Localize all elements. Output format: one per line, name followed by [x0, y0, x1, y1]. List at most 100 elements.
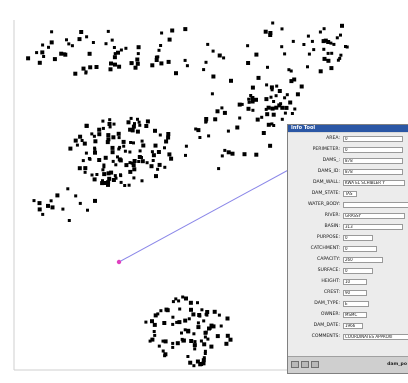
dam-point[interactable] — [191, 312, 196, 317]
field-value[interactable]: GRASSY — [343, 212, 405, 219]
first-record-button[interactable] — [291, 361, 299, 368]
dam-point[interactable] — [242, 152, 247, 157]
dam-point[interactable] — [130, 128, 135, 133]
dam-point[interactable] — [153, 128, 157, 133]
dam-point[interactable] — [153, 313, 158, 318]
dam-point[interactable] — [110, 145, 115, 150]
field-value[interactable]: MSMC — [343, 311, 367, 318]
dam-point[interactable] — [93, 139, 98, 144]
dam-point[interactable] — [229, 78, 233, 83]
dam-point[interactable] — [283, 96, 287, 100]
dam-point[interactable] — [35, 51, 39, 55]
dam-point[interactable] — [59, 51, 64, 56]
dam-point[interactable] — [105, 140, 110, 145]
dam-point[interactable] — [323, 38, 328, 43]
dam-point[interactable] — [215, 334, 220, 339]
dam-point[interactable] — [112, 55, 117, 60]
dam-point[interactable] — [192, 364, 196, 368]
dam-point[interactable] — [177, 320, 182, 325]
dam-point[interactable] — [81, 159, 85, 163]
dam-point[interactable] — [336, 58, 340, 62]
dam-point[interactable] — [283, 52, 287, 56]
dam-point[interactable] — [207, 326, 211, 331]
dam-point[interactable] — [249, 94, 253, 97]
dam-point[interactable] — [220, 106, 224, 110]
dam-point[interactable] — [204, 312, 208, 316]
dam-point[interactable] — [102, 163, 106, 167]
dam-point[interactable] — [295, 92, 300, 97]
dam-point[interactable] — [78, 134, 83, 139]
dam-point[interactable] — [193, 347, 197, 351]
dam-point[interactable] — [135, 61, 140, 66]
dam-point[interactable] — [49, 199, 53, 203]
dam-point[interactable] — [144, 320, 148, 324]
dam-point[interactable] — [213, 117, 218, 122]
dam-point[interactable] — [108, 118, 112, 122]
dam-point[interactable] — [67, 42, 71, 46]
dam-point[interactable] — [163, 165, 167, 169]
dam-point[interactable] — [138, 149, 142, 153]
dam-point[interactable] — [171, 315, 175, 319]
info-tool-titlebar[interactable]: Info Tool — [288, 125, 408, 132]
dam-point[interactable] — [133, 65, 138, 70]
dam-point[interactable] — [272, 124, 276, 127]
dam-point[interactable] — [137, 160, 141, 163]
dam-point[interactable] — [90, 173, 94, 177]
dam-point[interactable] — [110, 38, 114, 42]
dam-point[interactable] — [275, 84, 279, 88]
dam-point[interactable] — [246, 44, 250, 48]
dam-point[interactable] — [140, 179, 144, 183]
dam-point[interactable] — [292, 77, 297, 82]
dam-point[interactable] — [70, 44, 74, 48]
dam-point[interactable] — [263, 29, 268, 34]
dam-point[interactable] — [150, 337, 155, 342]
dam-point[interactable] — [144, 124, 149, 128]
dam-point[interactable] — [137, 155, 142, 159]
dam-point[interactable] — [171, 322, 175, 326]
dam-point[interactable] — [121, 139, 126, 144]
info-tool-window[interactable]: Info Tool AREA: 0 PERIMETER: 0 DAMS_: 878 DAMS… — [287, 124, 408, 374]
dam-point[interactable] — [238, 116, 242, 120]
dam-point[interactable] — [189, 307, 193, 312]
dam-point[interactable] — [107, 122, 112, 126]
dam-point[interactable] — [161, 339, 165, 343]
dam-point[interactable] — [140, 139, 144, 143]
dam-point[interactable] — [183, 318, 188, 323]
dam-point[interactable] — [67, 219, 71, 222]
dam-point[interactable] — [73, 71, 78, 76]
field-value[interactable]: 878 — [343, 168, 403, 175]
dam-point[interactable] — [116, 50, 120, 55]
dam-point[interactable] — [111, 159, 115, 163]
dam-point[interactable] — [318, 30, 322, 34]
dam-point[interactable] — [167, 152, 172, 157]
dam-point[interactable] — [68, 146, 73, 151]
dam-point[interactable] — [123, 149, 127, 153]
dam-point[interactable] — [184, 296, 188, 301]
dam-point[interactable] — [37, 60, 42, 65]
dam-point[interactable] — [81, 66, 86, 71]
dam-point[interactable] — [188, 300, 193, 305]
dam-point[interactable] — [169, 156, 174, 161]
dam-point[interactable] — [202, 319, 206, 323]
dam-point[interactable] — [250, 85, 255, 90]
dam-point[interactable] — [153, 333, 157, 337]
dam-point[interactable] — [194, 127, 198, 131]
dam-point[interactable] — [196, 301, 199, 305]
dam-point[interactable] — [80, 139, 84, 142]
dam-point[interactable] — [103, 155, 108, 160]
dam-point[interactable] — [165, 308, 170, 313]
dam-point[interactable] — [200, 308, 204, 312]
dam-point[interactable] — [163, 354, 167, 358]
dam-point[interactable] — [49, 40, 54, 45]
dam-point[interactable] — [247, 100, 251, 104]
dam-point[interactable] — [217, 313, 221, 317]
dam-point[interactable] — [159, 309, 163, 313]
field-value[interactable]: 10 — [343, 278, 367, 285]
dam-point[interactable] — [133, 122, 136, 126]
dam-point[interactable] — [131, 163, 136, 168]
dam-point[interactable] — [207, 134, 211, 138]
dam-point[interactable] — [94, 65, 99, 69]
dam-point[interactable] — [126, 120, 131, 125]
dam-point[interactable] — [90, 132, 94, 136]
field-value[interactable]: 878 — [343, 157, 403, 164]
